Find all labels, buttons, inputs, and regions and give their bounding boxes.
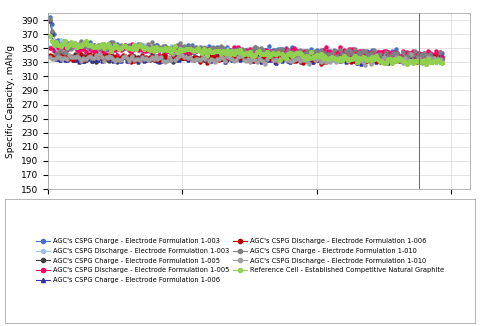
Legend: AGC's CSPG Charge - Electrode Formulation 1-003, AGC's CSPG Discharge - Electrod: AGC's CSPG Charge - Electrode Formulatio… <box>33 236 447 286</box>
Y-axis label: Specific Capacity, mAh/g: Specific Capacity, mAh/g <box>6 44 15 158</box>
X-axis label: Cycle number: Cycle number <box>219 213 300 223</box>
